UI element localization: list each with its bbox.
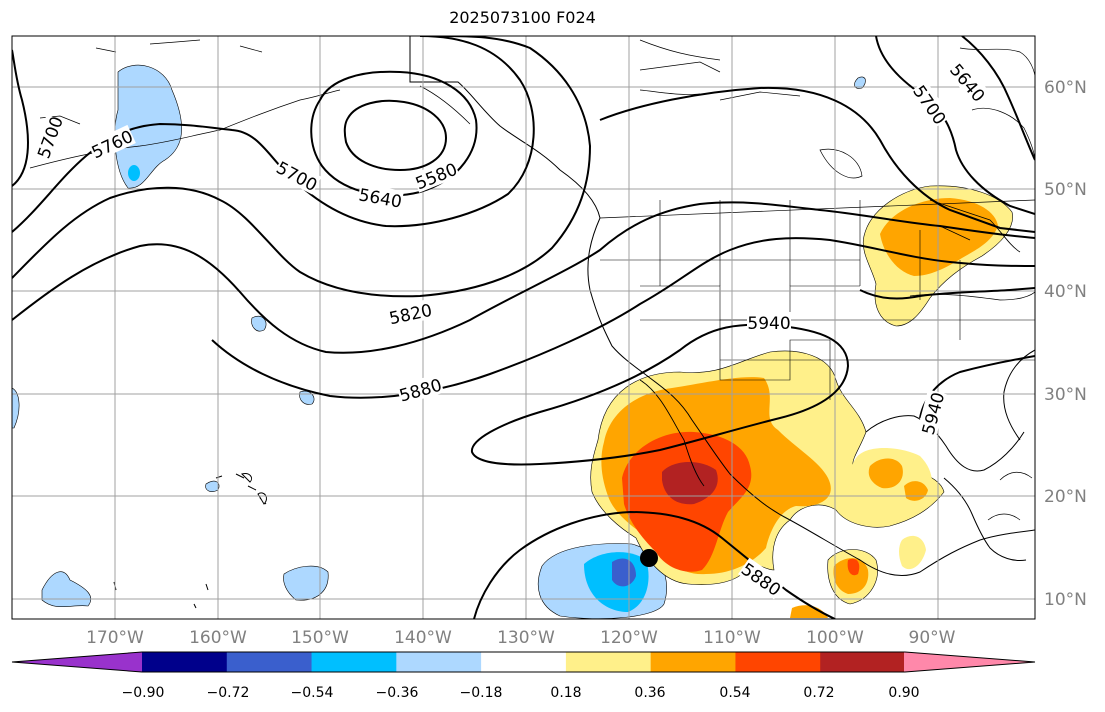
- colorbar-tick-label: −0.72: [207, 685, 250, 701]
- lon-label: 150°W: [291, 628, 349, 648]
- colorbar-segment: [396, 652, 482, 672]
- lon-label: 170°W: [86, 628, 144, 648]
- lon-label: 120°W: [600, 628, 658, 648]
- colorbar-segment: [142, 652, 228, 672]
- lon-label: 130°W: [497, 628, 555, 648]
- lat-label: 40°N: [1044, 282, 1087, 302]
- colorbar-tick-label: −0.36: [376, 685, 419, 701]
- contour-labels: 5700 5760 5700 5640 5580 5820 5880 5940: [32, 58, 991, 601]
- lon-label: 110°W: [703, 628, 761, 648]
- colorbar-segment: [565, 652, 652, 672]
- colorbar-tick-label: 0.36: [634, 685, 665, 701]
- colorbar-segment: [481, 652, 567, 672]
- lat-label: 10°N: [1044, 590, 1087, 610]
- colorbar-segment: [226, 652, 313, 672]
- lat-label: 30°N: [1044, 385, 1087, 405]
- storm-center-marker: [640, 549, 658, 567]
- map-title: 2025073100 F024: [449, 8, 596, 27]
- colorbar-extend-high: [904, 652, 1035, 672]
- colorbar-extend-low: [12, 652, 143, 672]
- map-frame: [11, 35, 1036, 620]
- colorbar-outline: [11, 651, 1036, 673]
- colorbar: [11, 651, 1036, 673]
- colorbar-tick-label: 0.54: [719, 685, 750, 701]
- lon-label: 100°W: [806, 628, 864, 648]
- colorbar-tick-label: 0.72: [803, 685, 834, 701]
- longitude-labels: 170°W 160°W 150°W 140°W 130°W 120°W 110°…: [86, 628, 956, 648]
- colorbar-tick-label: 0.18: [550, 685, 581, 701]
- lon-label: 140°W: [394, 628, 452, 648]
- contour-label: 5940: [747, 314, 790, 334]
- colorbar-segment: [650, 652, 737, 672]
- colorbar-tick-label: 0.90: [888, 685, 919, 701]
- colorbar-segment: [820, 652, 906, 672]
- colorbar-tick-labels: −0.90 −0.72 −0.54 −0.36 −0.18 0.18 0.36 …: [122, 685, 920, 701]
- lon-label: 90°W: [909, 628, 956, 648]
- colorbar-tick-label: −0.18: [460, 685, 503, 701]
- latitude-labels: 60°N 50°N 40°N 30°N 20°N 10°N: [1044, 78, 1087, 610]
- lon-label: 160°W: [189, 628, 247, 648]
- colorbar-tick-label: −0.54: [291, 685, 334, 701]
- colorbar-segment: [311, 652, 397, 672]
- lat-label: 20°N: [1044, 487, 1087, 507]
- lat-label: 50°N: [1044, 180, 1087, 200]
- colorbar-tick-label: −0.90: [122, 685, 165, 701]
- colorbar-segment: [735, 652, 821, 672]
- coastlines: [29, 36, 1035, 577]
- lat-label: 60°N: [1044, 78, 1087, 98]
